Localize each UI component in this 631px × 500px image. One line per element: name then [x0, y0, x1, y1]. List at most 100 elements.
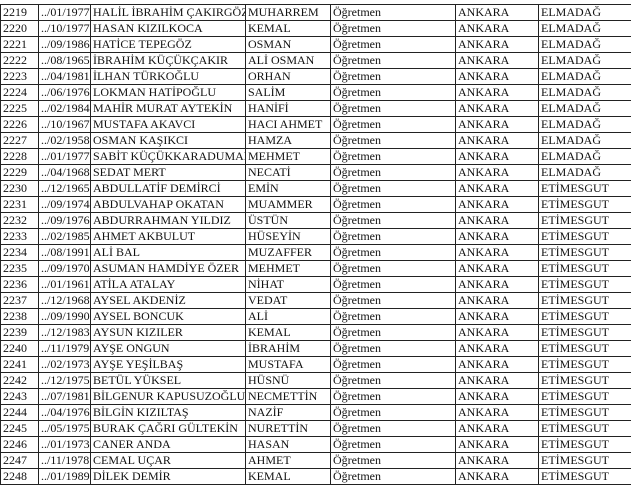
row-number: 2224 — [0, 84, 39, 101]
job-title: Öğretmen — [330, 68, 456, 85]
table-row: 2242 ../12/1975 BETÜL YÜKSEL HÜSNÜ Öğretmen A… — [0, 372, 631, 389]
table-row: 2244 ../04/1976 BİLGİN KIZILTAŞ NAZİF Öğretm… — [0, 404, 631, 421]
province: ANKARA — [455, 148, 539, 165]
birth-date: ../02/1984 — [38, 100, 91, 117]
full-name: AYSUN KIZILER — [90, 324, 246, 341]
father-name: ALİ OSMAN — [245, 52, 331, 69]
birth-date: ../12/1983 — [38, 324, 91, 341]
province: ANKARA — [455, 404, 539, 421]
table-body: 2219 ../01/1977 HALİL İBRAHİM ÇAKIRGÖZ MUHA… — [0, 4, 631, 485]
father-name: MEHMET — [245, 260, 331, 277]
job-title: Öğretmen — [330, 404, 456, 421]
province: ANKARA — [455, 4, 539, 21]
province: ANKARA — [455, 292, 539, 309]
job-title: Öğretmen — [330, 356, 456, 373]
table-row: 2248 ../01/1989 DİLEK DEMİR KEMAL Öğretmen AN… — [0, 468, 631, 485]
table-row: 2234 ../08/1991 ALİ BAL MUZAFFER Öğretmen ANK… — [0, 244, 631, 261]
job-title: Öğretmen — [330, 228, 456, 245]
birth-date: ../01/1973 — [38, 436, 91, 453]
birth-date: ../04/1981 — [38, 68, 91, 85]
birth-date: ../09/1976 — [38, 212, 91, 229]
table-row: 2237 ../12/1968 AYSEL AKDENİZ VEDAT Öğretmen… — [0, 292, 631, 309]
full-name: OSMAN KAŞIKCI — [90, 132, 246, 149]
row-number: 2236 — [0, 276, 39, 293]
row-number: 2234 — [0, 244, 39, 261]
father-name: MEHMET — [245, 148, 331, 165]
row-number: 2237 — [0, 292, 39, 309]
province: ANKARA — [455, 244, 539, 261]
table-row: 2227 ../02/1958 OSMAN KAŞIKCI HAMZA Öğretmen… — [0, 132, 631, 149]
row-number: 2220 — [0, 20, 39, 37]
father-name: ORHAN — [245, 68, 331, 85]
father-name: HANİFİ — [245, 100, 331, 117]
job-title: Öğretmen — [330, 36, 456, 53]
full-name: SABİT KÜÇÜKKARADUMAN — [90, 148, 246, 165]
province: ANKARA — [455, 36, 539, 53]
table-row: 2239 ../12/1983 AYSUN KIZILER KEMAL Öğretmen… — [0, 324, 631, 341]
district: ETİMESGUT — [538, 372, 631, 389]
full-name: AYŞE YEŞİLBAŞ — [90, 356, 246, 373]
province: ANKARA — [455, 452, 539, 469]
full-name: ABDULVAHAP OKATAN — [90, 196, 246, 213]
birth-date: ../12/1965 — [38, 180, 91, 197]
father-name: MUSTAFA — [245, 356, 331, 373]
row-number: 2233 — [0, 228, 39, 245]
father-name: SALİM — [245, 84, 331, 101]
table-row: 2236 ../01/1961 ATİLA ATALAY NİHAT Öğretmen A… — [0, 276, 631, 293]
full-name: HALİL İBRAHİM ÇAKIRGÖZ — [90, 4, 246, 21]
table-row: 2230 ../12/1965 ABDULLATİF DEMİRCİ EMİN Öğre… — [0, 180, 631, 197]
full-name: HASAN KIZILKOCA — [90, 20, 246, 37]
district: ETİMESGUT — [538, 404, 631, 421]
table-row: 2221 ../09/1986 HATİCE TEPEGÖZ OSMAN Öğretme… — [0, 36, 631, 53]
district: ETİMESGUT — [538, 324, 631, 341]
row-number: 2221 — [0, 36, 39, 53]
table-row: 2240 ../11/1979 AYŞE ONGUN İBRAHİM Öğretmen A… — [0, 340, 631, 357]
father-name: HÜSEYİN — [245, 228, 331, 245]
job-title: Öğretmen — [330, 260, 456, 277]
table-row: 2245 ../05/1975 BURAK ÇAĞRI GÜLTEKİN NURETT… — [0, 420, 631, 437]
full-name: BİLGENUR KAPUSUZOĞLU — [90, 388, 246, 405]
birth-date: ../01/1977 — [38, 4, 91, 21]
row-number: 2247 — [0, 452, 39, 469]
father-name: KEMAL — [245, 468, 331, 485]
father-name: AHMET — [245, 452, 331, 469]
full-name: CEMAL UÇAR — [90, 452, 246, 469]
table-row: 2241 ../02/1973 AYŞE YEŞİLBAŞ MUSTAFA Öğretm… — [0, 356, 631, 373]
table-row: 2225 ../02/1984 MAHİR MURAT AYTEKİN HANİFİ Ö… — [0, 100, 631, 117]
list-table: 2219 ../01/1977 HALİL İBRAHİM ÇAKIRGÖZ MUHA… — [0, 4, 631, 485]
full-name: BETÜL YÜKSEL — [90, 372, 246, 389]
district: ETİMESGUT — [538, 468, 631, 485]
row-number: 2243 — [0, 388, 39, 405]
district: ETİMESGUT — [538, 292, 631, 309]
district: ETİMESGUT — [538, 420, 631, 437]
district: ELMADAĞ — [538, 116, 631, 133]
province: ANKARA — [455, 324, 539, 341]
birth-date: ../04/1968 — [38, 164, 91, 181]
district: ELMADAĞ — [538, 132, 631, 149]
province: ANKARA — [455, 132, 539, 149]
full-name: BURAK ÇAĞRI GÜLTEKİN — [90, 420, 246, 437]
province: ANKARA — [455, 100, 539, 117]
father-name: NECATİ — [245, 164, 331, 181]
job-title: Öğretmen — [330, 372, 456, 389]
full-name: MAHİR MURAT AYTEKİN — [90, 100, 246, 117]
job-title: Öğretmen — [330, 4, 456, 21]
row-number: 2242 — [0, 372, 39, 389]
job-title: Öğretmen — [330, 180, 456, 197]
birth-date: ../01/1977 — [38, 148, 91, 165]
district: ETİMESGUT — [538, 260, 631, 277]
job-title: Öğretmen — [330, 340, 456, 357]
full-name: AHMET AKBULUT — [90, 228, 246, 245]
father-name: KEMAL — [245, 324, 331, 341]
row-number: 2230 — [0, 180, 39, 197]
full-name: AYSEL AKDENİZ — [90, 292, 246, 309]
job-title: Öğretmen — [330, 244, 456, 261]
district: ELMADAĞ — [538, 52, 631, 69]
job-title: Öğretmen — [330, 420, 456, 437]
table-row: 2247 ../11/1978 CEMAL UÇAR AHMET Öğretmen ANK… — [0, 452, 631, 469]
district: ELMADAĞ — [538, 100, 631, 117]
birth-date: ../07/1981 — [38, 388, 91, 405]
province: ANKARA — [455, 276, 539, 293]
birth-date: ../04/1976 — [38, 404, 91, 421]
